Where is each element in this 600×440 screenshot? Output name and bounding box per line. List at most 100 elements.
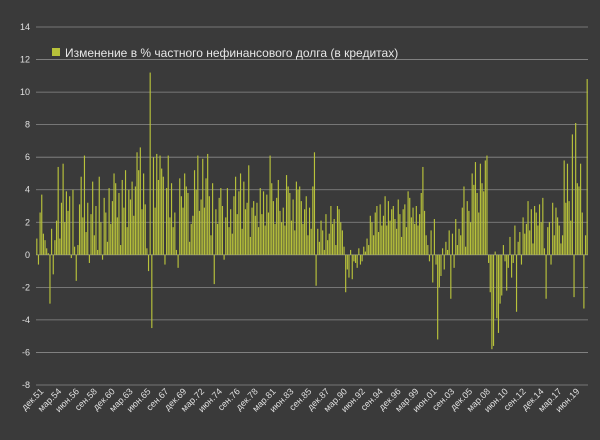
- bar: [216, 223, 219, 255]
- bar: [134, 186, 136, 255]
- y-tick-label: 12: [20, 55, 30, 65]
- bar: [548, 222, 550, 255]
- bar: [555, 207, 557, 255]
- bar: [381, 225, 383, 255]
- bar: [203, 207, 205, 255]
- bar: [486, 155, 488, 255]
- bar: [106, 241, 109, 255]
- bar: [289, 192, 291, 255]
- bar-series: [36, 72, 588, 350]
- bar: [42, 233, 44, 255]
- bar: [287, 186, 289, 255]
- bar: [479, 163, 481, 255]
- bar: [471, 173, 473, 255]
- bar: [69, 196, 71, 255]
- bar: [415, 206, 417, 255]
- bar: [198, 210, 201, 255]
- bar: [478, 212, 480, 255]
- bar: [93, 235, 95, 255]
- bar: [85, 232, 87, 255]
- bar: [399, 214, 401, 255]
- bar: [302, 223, 304, 255]
- bar: [258, 227, 260, 255]
- bar: [290, 220, 293, 255]
- bar: [489, 254, 491, 293]
- bar: [123, 207, 125, 255]
- bar: [174, 212, 176, 255]
- bar: [432, 254, 434, 283]
- bar: [400, 236, 403, 255]
- bar: [184, 173, 186, 255]
- bar: [382, 215, 385, 255]
- bar: [325, 214, 327, 255]
- bar: [294, 230, 296, 255]
- bar: [376, 206, 378, 255]
- bar: [576, 183, 578, 255]
- bar: [423, 210, 426, 255]
- bar: [517, 241, 519, 255]
- bar: [166, 188, 168, 255]
- bar: [420, 192, 422, 255]
- bar: [547, 227, 549, 255]
- bar: [404, 204, 406, 255]
- bar: [192, 215, 194, 255]
- bar: [159, 155, 161, 255]
- bar: [578, 186, 580, 255]
- bar: [256, 202, 258, 255]
- bar: [108, 188, 110, 255]
- bar: [169, 217, 171, 255]
- bar: [277, 179, 279, 255]
- bar: [78, 204, 81, 255]
- bar: [111, 201, 113, 255]
- bar: [557, 217, 559, 255]
- bar: [82, 217, 84, 255]
- bar: [110, 223, 112, 255]
- bar: [353, 254, 355, 262]
- bar: [105, 212, 107, 255]
- bar: [560, 243, 562, 255]
- bar: [128, 189, 130, 255]
- bar: [363, 246, 365, 255]
- bar: [182, 207, 184, 255]
- y-axis: -8 -6 -4 -2 0 2 4 6 8 10 12 14: [20, 22, 30, 390]
- bar: [515, 254, 518, 312]
- bar: [437, 254, 439, 340]
- bar: [330, 206, 332, 255]
- bar: [384, 196, 386, 255]
- bar: [484, 160, 486, 255]
- bar: [483, 191, 485, 255]
- bar: [95, 206, 97, 255]
- bar: [530, 209, 532, 255]
- bar: [317, 228, 319, 255]
- bar: [185, 186, 187, 255]
- y-tick-label: -2: [22, 282, 30, 292]
- bar: [348, 254, 350, 278]
- y-tick-label: 8: [25, 120, 30, 130]
- bar: [83, 155, 86, 255]
- bar: [60, 202, 63, 255]
- bar: [422, 166, 424, 255]
- bar: [282, 207, 284, 255]
- bar: [179, 178, 181, 255]
- bar: [57, 166, 59, 255]
- bar: [151, 254, 153, 329]
- bar: [446, 249, 449, 255]
- bar: [146, 248, 148, 255]
- bar: [340, 222, 342, 255]
- bar: [310, 228, 312, 255]
- bar: [312, 186, 314, 255]
- bar: [371, 222, 373, 255]
- bar: [39, 212, 41, 255]
- bar: [359, 254, 362, 265]
- bar: [129, 199, 132, 255]
- bar: [396, 228, 398, 255]
- bar: [221, 206, 224, 255]
- bar: [570, 220, 572, 255]
- bar: [215, 209, 217, 255]
- bar: [520, 254, 523, 265]
- y-tick-label: -8: [22, 380, 30, 390]
- bar: [451, 233, 454, 255]
- bar: [205, 178, 207, 255]
- bar: [162, 176, 164, 255]
- bar: [387, 201, 389, 255]
